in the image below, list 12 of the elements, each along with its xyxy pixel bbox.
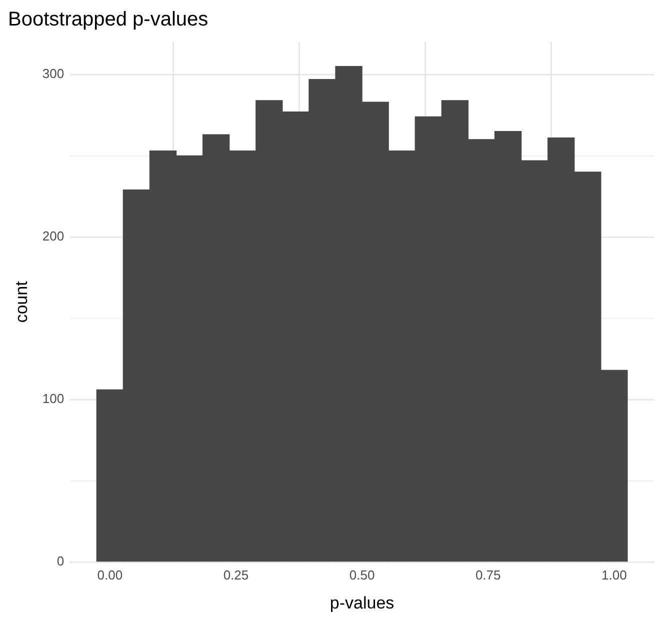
x-tick-label: 0.25: [223, 567, 249, 582]
chart-title: Bootstrapped p-values: [8, 8, 208, 31]
y-tick-label: 0: [56, 554, 64, 569]
x-tick-label: 0.00: [97, 567, 123, 582]
x-tick-label: 0.75: [475, 567, 501, 582]
y-tick-label: 300: [42, 66, 64, 82]
x-tick-label: 0.50: [349, 567, 375, 582]
x-axis-title: p-values: [330, 593, 394, 612]
y-tick-label: 100: [42, 391, 64, 406]
x-tick-label: 1.00: [602, 567, 627, 582]
y-tick-label: 200: [42, 228, 64, 244]
y-axis-title: count: [12, 280, 31, 323]
